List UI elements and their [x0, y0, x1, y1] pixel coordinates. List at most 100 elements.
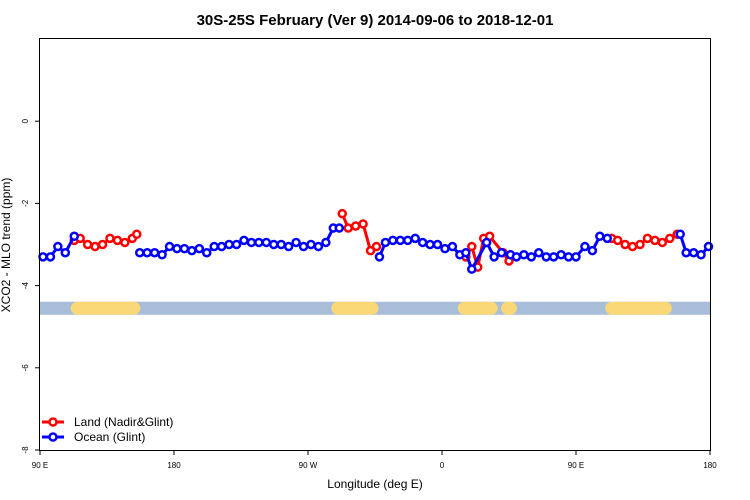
data-point [350, 221, 361, 231]
series-0 [69, 208, 682, 272]
data-point [627, 241, 638, 252]
data-point [179, 243, 190, 254]
data-point [239, 235, 249, 246]
data-point [306, 239, 316, 250]
legend-item: Ocean (Glint) [42, 430, 145, 444]
data-point [254, 237, 264, 248]
x-tick-label: 90 E [32, 461, 48, 470]
data-point [149, 247, 160, 258]
data-point [276, 239, 286, 250]
data-point [97, 239, 108, 250]
data-point [563, 252, 574, 262]
data-point [642, 233, 653, 244]
x-tick-label: 0 [440, 461, 445, 470]
data-point [556, 250, 566, 260]
data-point [620, 239, 630, 250]
data-point [511, 252, 522, 262]
data-point [440, 243, 450, 254]
data-point [172, 243, 182, 254]
data-point [612, 235, 623, 246]
data-point [82, 239, 93, 250]
data-point [374, 252, 385, 262]
series-1 [38, 223, 714, 274]
data-point [602, 233, 613, 244]
legend-label: Land (Nadir&Glint) [74, 415, 173, 429]
data-point [224, 239, 234, 250]
x-axis: 90 E 180 90 W 0 90 E 180 [32, 450, 717, 470]
data-point [417, 237, 428, 248]
x-tick-label: 180 [167, 461, 181, 470]
data-point [343, 223, 353, 233]
data-point [380, 237, 391, 248]
data-point [157, 250, 167, 260]
data-point [164, 241, 175, 252]
y-tick-label: -4 [21, 281, 30, 289]
data-point [688, 247, 699, 258]
data-point [571, 252, 581, 262]
data-point [534, 247, 544, 258]
y-axis-label: XCO2 - MLO trend (ppm) [0, 178, 13, 313]
x-axis-label: Longitude (deg E) [327, 477, 422, 491]
data-point [481, 237, 492, 248]
data-point [519, 250, 529, 260]
y-tick-label: -6 [21, 364, 30, 372]
data-point [337, 208, 347, 219]
data-point [650, 235, 660, 246]
data-point [246, 237, 257, 248]
data-point [132, 229, 142, 239]
data-point [467, 264, 477, 274]
data-point [395, 235, 406, 246]
legend-item: Land (Nadir&Glint) [42, 415, 173, 429]
data-point [209, 241, 219, 252]
data-point [142, 247, 152, 258]
data-point [313, 241, 324, 252]
data-point [60, 247, 71, 258]
data-point [548, 252, 559, 262]
series-layer [38, 208, 714, 274]
data-point [447, 241, 458, 252]
data-point [595, 231, 605, 242]
data-point [298, 241, 309, 252]
legend-marker [48, 432, 58, 442]
data-point [541, 252, 551, 262]
chart-title: 30S-25S February (Ver 9) 2014-09-06 to 2… [197, 12, 554, 29]
data-point [388, 235, 398, 246]
data-point [587, 245, 598, 256]
data-point [194, 243, 205, 254]
data-point [334, 223, 345, 233]
data-point [580, 241, 590, 252]
data-point [90, 241, 100, 252]
data-point [105, 233, 115, 244]
data-point [69, 231, 79, 242]
data-point [425, 239, 435, 250]
data-point [38, 252, 48, 262]
data-point [283, 241, 294, 252]
data-point [261, 237, 272, 248]
data-point [467, 241, 477, 252]
data-point [461, 247, 471, 258]
y-tick-label: -2 [21, 199, 30, 207]
plot-frame [39, 38, 711, 451]
data-point [432, 239, 443, 250]
legend-marker [48, 417, 58, 427]
data-point [45, 252, 56, 262]
data-point [681, 247, 691, 258]
data-point [120, 237, 130, 248]
data-point [371, 241, 382, 252]
data-point [216, 241, 227, 252]
legend-label: Ocean (Glint) [74, 430, 145, 444]
data-point [496, 247, 507, 258]
data-point [696, 250, 706, 260]
data-point [187, 245, 197, 256]
data-point [321, 237, 331, 248]
data-point [665, 233, 675, 244]
x-tick-label: 90 W [299, 461, 318, 470]
y-tick-label: -8 [21, 446, 30, 454]
y-tick-label: 0 [21, 118, 30, 123]
data-point [269, 239, 279, 250]
data-point [403, 235, 413, 246]
data-point [675, 229, 685, 239]
legend: Land (Nadir&Glint)Ocean (Glint) [42, 415, 173, 444]
data-point [53, 241, 63, 252]
